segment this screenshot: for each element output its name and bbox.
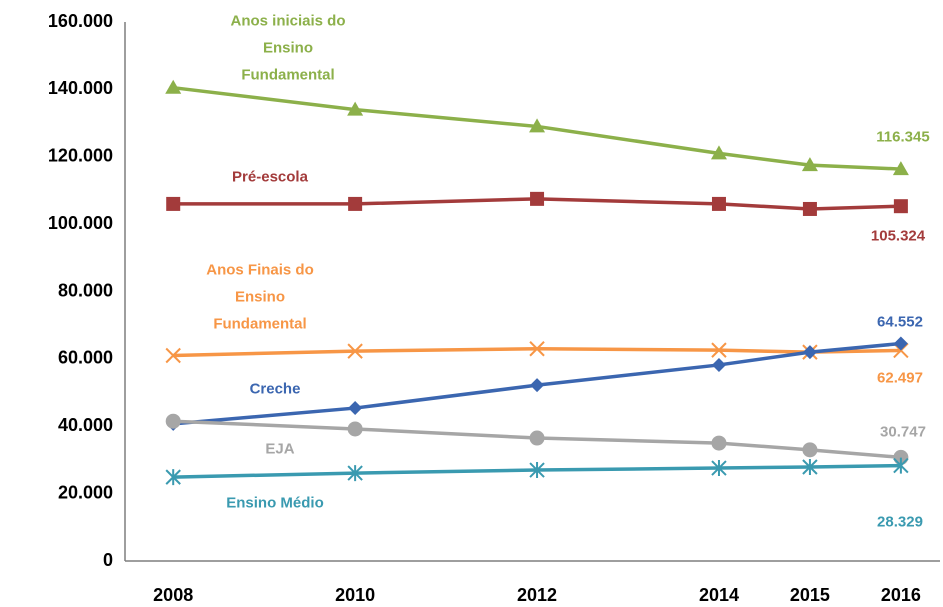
marker: [347, 421, 363, 437]
data-label: 64.552: [877, 313, 923, 331]
x-tick-label: 2015: [790, 585, 830, 605]
series-line: [173, 341, 902, 426]
series-label: Pré-escola: [232, 168, 308, 186]
marker: [711, 460, 727, 477]
marker: [530, 191, 545, 206]
marker: [711, 342, 727, 358]
marker: [893, 199, 908, 214]
y-tick-label: 140.000: [48, 78, 113, 98]
series-label: Anos Finais do Ensino Fundamental: [206, 261, 314, 333]
marker: [529, 118, 546, 133]
marker: [165, 469, 181, 486]
marker: [165, 413, 181, 429]
y-tick-label: 80.000: [58, 280, 113, 300]
marker: [802, 345, 817, 360]
y-tick-label: 20.000: [58, 482, 113, 502]
marker: [347, 101, 364, 116]
series-line: [172, 85, 901, 171]
marker: [802, 442, 818, 458]
series-line: [173, 419, 902, 460]
marker: [711, 435, 727, 451]
marker: [802, 459, 818, 476]
marker: [347, 343, 363, 359]
data-label: 105.324: [870, 227, 926, 245]
marker: [529, 462, 545, 479]
y-tick-label: 160.000: [48, 11, 113, 31]
series-label: Anos iniciais do Ensino Fundamental: [230, 12, 346, 84]
x-tick-label: 2014: [699, 585, 739, 605]
series-label: Ensino Médio: [226, 494, 324, 512]
y-tick-label: 0: [103, 550, 113, 570]
series-label: Creche: [249, 380, 301, 398]
marker: [529, 430, 545, 446]
data-label: 116.345: [876, 128, 930, 146]
y-tick-label: 100.000: [48, 213, 113, 233]
marker: [165, 79, 182, 94]
marker: [801, 157, 818, 172]
series-label: EJA: [265, 440, 295, 458]
marker: [711, 196, 726, 211]
x-tick-label: 2012: [517, 585, 557, 605]
data-label: 30.747: [880, 423, 926, 441]
y-tick-label: 120.000: [48, 146, 113, 166]
marker: [892, 161, 909, 176]
marker: [893, 336, 908, 351]
x-tick-label: 2010: [335, 585, 375, 605]
marker: [802, 201, 817, 216]
marker: [710, 145, 727, 160]
marker: [711, 357, 726, 372]
series-line: [173, 197, 901, 211]
marker: [893, 457, 909, 474]
marker: [166, 196, 181, 211]
y-tick-label: 40.000: [58, 415, 113, 435]
marker: [348, 196, 363, 211]
y-tick-label: 60.000: [58, 348, 113, 368]
x-tick-label: 2016: [881, 585, 921, 605]
x-tick-label: 2008: [153, 585, 193, 605]
data-label: 62.497: [877, 369, 923, 387]
marker: [347, 465, 363, 482]
marker: [530, 378, 545, 393]
marker: [165, 347, 181, 364]
marker: [348, 401, 363, 416]
series-line: [173, 463, 901, 479]
data-label: 28.329: [877, 513, 923, 531]
marker: [529, 341, 545, 357]
